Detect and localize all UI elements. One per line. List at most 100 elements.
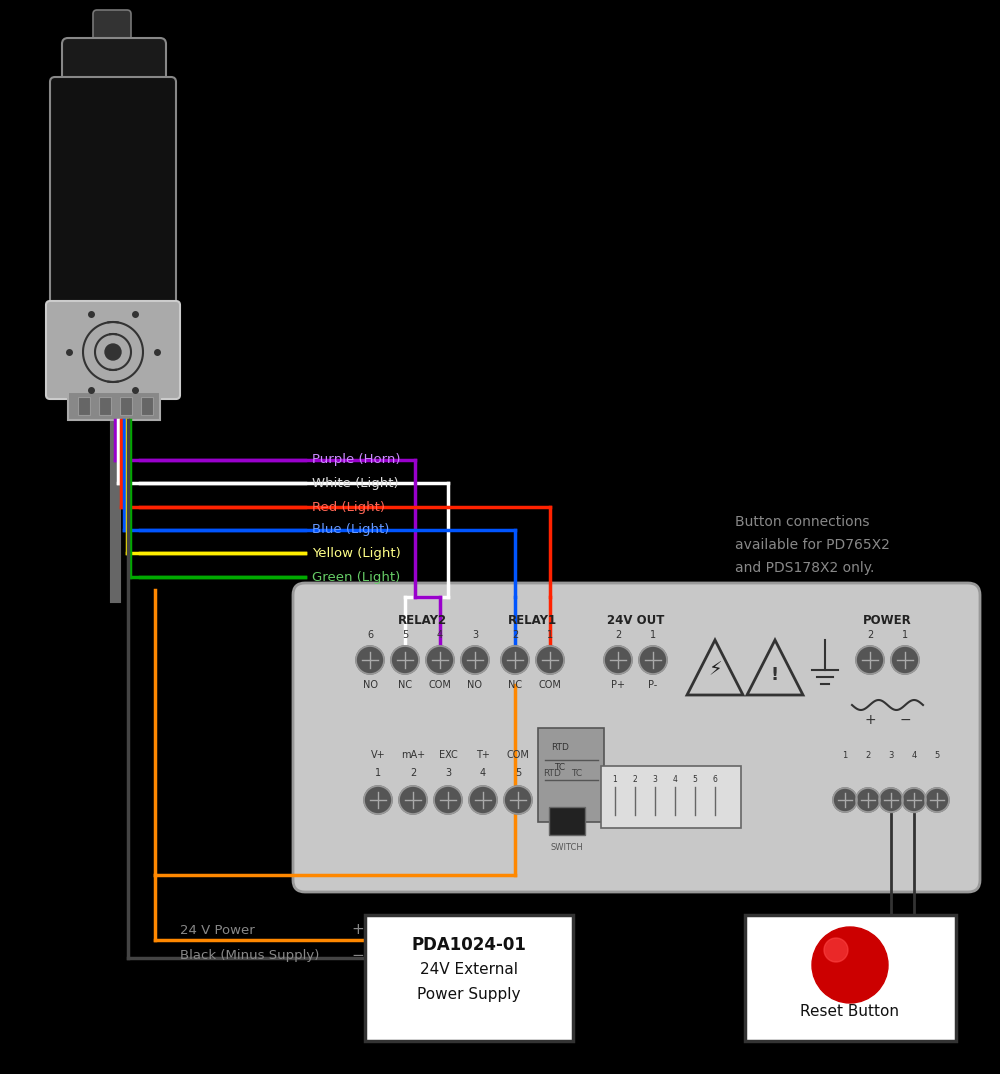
Text: Black (Minus Supply): Black (Minus Supply): [180, 948, 319, 961]
FancyBboxPatch shape: [62, 38, 166, 92]
Text: 2: 2: [410, 768, 416, 778]
Circle shape: [461, 645, 489, 674]
Text: COM: COM: [429, 680, 451, 690]
Text: Red (Light): Red (Light): [312, 500, 385, 513]
Circle shape: [536, 645, 564, 674]
Circle shape: [504, 786, 532, 814]
Text: 2: 2: [867, 630, 873, 640]
Circle shape: [833, 788, 857, 812]
Text: SWITCH: SWITCH: [551, 843, 583, 853]
Text: NO: NO: [362, 680, 378, 690]
Text: Purple (Horn): Purple (Horn): [312, 453, 400, 466]
Text: TC: TC: [554, 764, 566, 772]
Text: COM: COM: [539, 680, 561, 690]
Circle shape: [391, 645, 419, 674]
Text: RTD: RTD: [551, 743, 569, 753]
Text: RELAY2: RELAY2: [398, 613, 447, 626]
Text: 4: 4: [673, 775, 677, 784]
Text: 5: 5: [693, 775, 697, 784]
Text: 5: 5: [934, 751, 940, 759]
Text: 1: 1: [375, 768, 381, 778]
Text: 3: 3: [888, 751, 894, 759]
Text: 3: 3: [472, 630, 478, 640]
Text: 2: 2: [865, 751, 871, 759]
Text: Green (Light): Green (Light): [312, 570, 400, 583]
Circle shape: [902, 788, 926, 812]
Text: 4: 4: [911, 751, 917, 759]
Text: 2: 2: [512, 630, 518, 640]
Text: POWER: POWER: [863, 613, 912, 626]
Circle shape: [856, 788, 880, 812]
Text: EXC: EXC: [439, 750, 457, 760]
Circle shape: [604, 645, 632, 674]
FancyBboxPatch shape: [68, 392, 160, 420]
Text: NC: NC: [508, 680, 522, 690]
Text: 1: 1: [650, 630, 656, 640]
Text: NO: NO: [468, 680, 482, 690]
FancyBboxPatch shape: [99, 397, 111, 415]
FancyBboxPatch shape: [601, 766, 741, 828]
Text: 3: 3: [653, 775, 657, 784]
Circle shape: [105, 344, 121, 360]
Text: T+: T+: [476, 750, 490, 760]
Circle shape: [469, 786, 497, 814]
Text: +: +: [864, 713, 876, 727]
Text: +: +: [352, 923, 364, 938]
Circle shape: [356, 645, 384, 674]
Text: NC: NC: [398, 680, 412, 690]
Text: !: !: [771, 666, 779, 684]
Text: 24V OUT: 24V OUT: [607, 613, 664, 626]
Text: 4: 4: [480, 768, 486, 778]
Circle shape: [925, 788, 949, 812]
Text: V+: V+: [371, 750, 385, 760]
Circle shape: [399, 786, 427, 814]
Circle shape: [364, 786, 392, 814]
FancyBboxPatch shape: [745, 915, 956, 1041]
Text: 2: 2: [633, 775, 637, 784]
Text: 24V External: 24V External: [420, 962, 518, 977]
Circle shape: [891, 645, 919, 674]
Text: ⚡: ⚡: [708, 661, 722, 680]
Text: mA+: mA+: [401, 750, 425, 760]
Text: Yellow (Light): Yellow (Light): [312, 547, 401, 560]
Text: P+: P+: [611, 680, 625, 690]
Circle shape: [812, 927, 888, 1003]
Circle shape: [434, 786, 462, 814]
FancyBboxPatch shape: [293, 583, 980, 892]
FancyBboxPatch shape: [120, 397, 132, 415]
Circle shape: [426, 645, 454, 674]
Text: RTD: RTD: [543, 769, 561, 778]
Text: 24 V Power: 24 V Power: [180, 924, 255, 937]
Text: COM: COM: [507, 750, 529, 760]
Text: 5: 5: [402, 630, 408, 640]
Text: White (Light): White (Light): [312, 477, 399, 490]
Text: 4: 4: [437, 630, 443, 640]
Text: −: −: [899, 713, 911, 727]
Text: Blue (Light): Blue (Light): [312, 523, 389, 537]
Text: P-: P-: [648, 680, 658, 690]
Circle shape: [639, 645, 667, 674]
Text: −: −: [352, 947, 364, 962]
Text: 6: 6: [367, 630, 373, 640]
Text: 1: 1: [547, 630, 553, 640]
Text: 3: 3: [445, 768, 451, 778]
Text: RELAY1: RELAY1: [508, 613, 557, 626]
FancyBboxPatch shape: [549, 807, 585, 834]
Circle shape: [501, 645, 529, 674]
Text: 6: 6: [713, 775, 717, 784]
FancyBboxPatch shape: [78, 397, 90, 415]
FancyBboxPatch shape: [538, 728, 604, 822]
FancyBboxPatch shape: [141, 397, 153, 415]
Circle shape: [856, 645, 884, 674]
Text: 1: 1: [613, 775, 617, 784]
Circle shape: [879, 788, 903, 812]
Text: PDA1024-01: PDA1024-01: [412, 937, 526, 954]
FancyBboxPatch shape: [365, 915, 573, 1041]
FancyBboxPatch shape: [50, 77, 176, 315]
Text: 1: 1: [902, 630, 908, 640]
Text: 1: 1: [842, 751, 848, 759]
Text: Power Supply: Power Supply: [417, 987, 521, 1001]
FancyBboxPatch shape: [46, 301, 180, 400]
Text: 5: 5: [515, 768, 521, 778]
Text: TC: TC: [571, 769, 583, 778]
